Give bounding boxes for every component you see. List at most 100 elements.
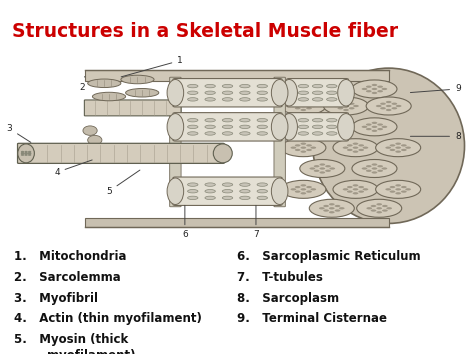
Ellipse shape: [386, 101, 392, 103]
Ellipse shape: [205, 84, 215, 88]
Ellipse shape: [386, 207, 392, 210]
Ellipse shape: [205, 189, 215, 193]
Ellipse shape: [335, 86, 340, 88]
Ellipse shape: [222, 132, 233, 135]
Ellipse shape: [298, 132, 309, 135]
Ellipse shape: [372, 122, 377, 124]
Ellipse shape: [327, 84, 337, 88]
Ellipse shape: [343, 188, 348, 190]
Ellipse shape: [390, 190, 395, 193]
Ellipse shape: [319, 130, 325, 132]
Ellipse shape: [314, 170, 319, 172]
FancyBboxPatch shape: [173, 79, 282, 107]
Ellipse shape: [366, 207, 372, 210]
Ellipse shape: [401, 144, 407, 147]
Ellipse shape: [298, 119, 309, 122]
Ellipse shape: [323, 86, 329, 88]
Ellipse shape: [257, 196, 267, 200]
Ellipse shape: [319, 164, 325, 166]
Ellipse shape: [28, 153, 31, 154]
Ellipse shape: [347, 190, 353, 193]
Ellipse shape: [301, 150, 306, 153]
Ellipse shape: [167, 80, 183, 106]
Ellipse shape: [395, 143, 401, 145]
Ellipse shape: [347, 186, 353, 188]
Ellipse shape: [362, 167, 367, 170]
Ellipse shape: [401, 186, 407, 188]
Ellipse shape: [306, 186, 312, 188]
Ellipse shape: [358, 144, 364, 147]
Ellipse shape: [312, 91, 323, 95]
Ellipse shape: [371, 205, 376, 207]
Ellipse shape: [333, 105, 339, 107]
Ellipse shape: [281, 114, 298, 140]
Ellipse shape: [295, 190, 301, 193]
Ellipse shape: [329, 211, 335, 213]
Ellipse shape: [395, 147, 401, 149]
Text: 3: 3: [7, 124, 31, 142]
Ellipse shape: [386, 109, 392, 111]
Text: 6.   Sarcoplasmic Reticulum: 6. Sarcoplasmic Reticulum: [237, 250, 420, 263]
Ellipse shape: [325, 124, 331, 126]
Ellipse shape: [306, 107, 312, 109]
Ellipse shape: [325, 128, 331, 130]
Ellipse shape: [188, 98, 198, 101]
Ellipse shape: [366, 170, 372, 172]
Text: 1.   Mitochondria: 1. Mitochondria: [14, 250, 127, 263]
Ellipse shape: [240, 119, 250, 122]
Ellipse shape: [257, 189, 267, 193]
Ellipse shape: [349, 103, 355, 105]
Ellipse shape: [314, 124, 319, 126]
Ellipse shape: [312, 98, 323, 101]
Ellipse shape: [372, 164, 377, 166]
Ellipse shape: [25, 151, 27, 152]
Ellipse shape: [372, 92, 377, 94]
Ellipse shape: [343, 105, 349, 107]
Ellipse shape: [319, 171, 325, 173]
Ellipse shape: [395, 192, 401, 194]
Ellipse shape: [358, 186, 364, 188]
Ellipse shape: [323, 90, 329, 92]
Ellipse shape: [382, 126, 387, 128]
Ellipse shape: [301, 192, 306, 194]
Ellipse shape: [327, 91, 337, 95]
Ellipse shape: [25, 154, 27, 155]
Ellipse shape: [281, 97, 326, 115]
Text: 8.   Sarcoplasm: 8. Sarcoplasm: [237, 292, 339, 304]
Ellipse shape: [372, 167, 377, 170]
Ellipse shape: [309, 80, 354, 98]
Ellipse shape: [88, 79, 121, 87]
Text: 7: 7: [253, 205, 259, 239]
Text: 6: 6: [182, 205, 188, 239]
Ellipse shape: [28, 154, 31, 155]
Ellipse shape: [353, 105, 359, 107]
Ellipse shape: [335, 210, 340, 212]
Ellipse shape: [319, 122, 325, 124]
Ellipse shape: [257, 183, 267, 186]
Ellipse shape: [306, 144, 312, 147]
FancyBboxPatch shape: [173, 177, 282, 205]
Ellipse shape: [343, 147, 348, 149]
Text: 1: 1: [121, 56, 183, 77]
Ellipse shape: [309, 199, 354, 217]
Ellipse shape: [28, 153, 31, 154]
Ellipse shape: [327, 125, 337, 129]
Ellipse shape: [213, 144, 232, 163]
Ellipse shape: [257, 132, 267, 135]
Ellipse shape: [312, 84, 323, 88]
Ellipse shape: [347, 144, 353, 147]
Ellipse shape: [327, 132, 337, 135]
Ellipse shape: [377, 128, 383, 130]
Ellipse shape: [319, 167, 325, 170]
Ellipse shape: [353, 147, 358, 149]
Ellipse shape: [298, 125, 309, 129]
Ellipse shape: [298, 84, 309, 88]
Ellipse shape: [366, 97, 411, 115]
Ellipse shape: [310, 167, 315, 170]
Ellipse shape: [401, 149, 407, 151]
Ellipse shape: [25, 152, 27, 153]
Ellipse shape: [376, 203, 382, 205]
Ellipse shape: [377, 124, 383, 126]
Ellipse shape: [295, 107, 301, 109]
Ellipse shape: [392, 103, 397, 105]
